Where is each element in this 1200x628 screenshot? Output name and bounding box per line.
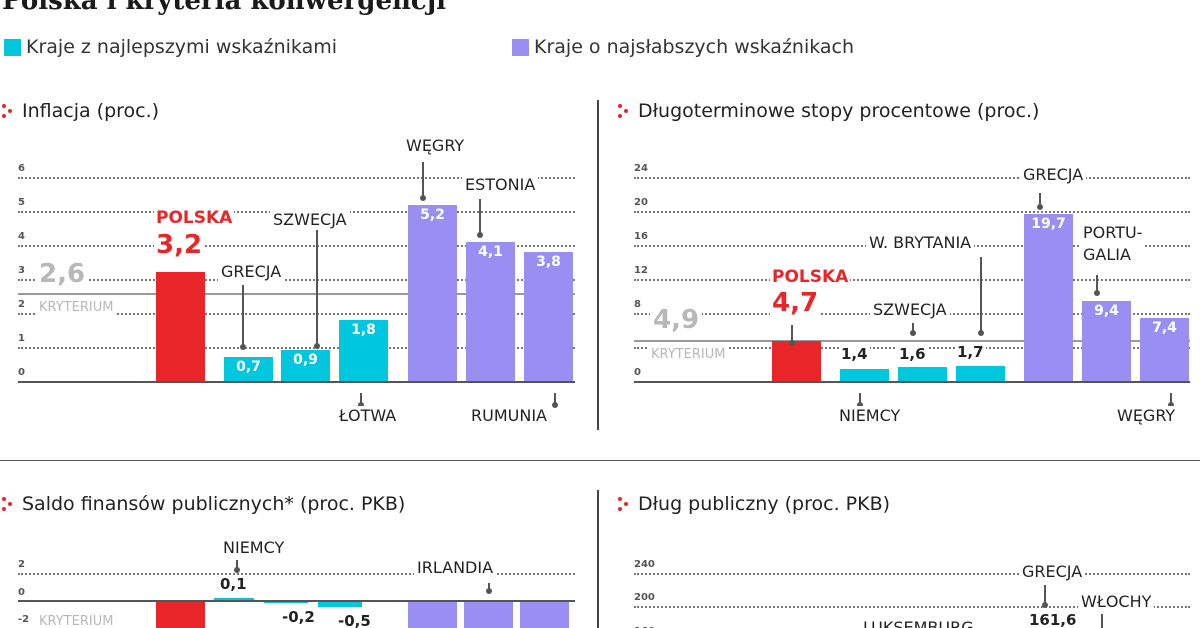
- bar-w-brytania: [956, 366, 1005, 381]
- bar-4: [408, 600, 457, 628]
- rates-title: Długoterminowe stopy procentowe (proc.): [618, 100, 1039, 122]
- bar-wegry: 7,4: [1140, 318, 1189, 381]
- legend-label-worst: Kraje o najsłabszych wskaźnikach: [534, 36, 855, 58]
- inflation-title: Inflacja (proc.): [2, 100, 159, 122]
- bar-grecja: 0,7: [224, 357, 273, 381]
- legend-worst: Kraje o najsłabszych wskaźnikach: [512, 36, 854, 58]
- bar-6: [520, 600, 569, 628]
- bar-poland: [156, 272, 205, 381]
- bar-irlandia: [464, 600, 513, 628]
- criterion-label: KRYTERIUM: [36, 300, 117, 315]
- bar-estonia: 4,1: [466, 242, 515, 381]
- vertical-divider-top: [597, 100, 599, 430]
- criterion-value: 4,9: [650, 305, 703, 335]
- bar-grecja: 19,7: [1024, 214, 1073, 381]
- criterion-label: KRYTERIUM: [648, 347, 729, 362]
- criterion-line: [18, 293, 575, 295]
- bullet-dots-icon: [618, 494, 630, 514]
- criterion-line: [634, 340, 1190, 342]
- balance-chart: 2 0 -2 KRYTERIUM 0,1 NIEMCY -0,2 -0,5 IR…: [18, 0, 575, 628]
- bar-szwecja: [898, 367, 947, 381]
- bar-3: [318, 600, 362, 607]
- inflation-chart: 6 5 4 3 2 1 0 2,6 KRYTERIUM POLSKA 3,2 0…: [18, 0, 575, 628]
- legend-swatch-best: [4, 38, 21, 56]
- debt-title: Dług publiczny (proc. PKB): [618, 493, 890, 515]
- debt-chart: 240 200 160 GRECJA 161,6 WŁOCHY LUKSEMBU…: [634, 0, 1190, 628]
- criterion-value: 2,6: [36, 259, 89, 289]
- bar-portugalia: 9,4: [1082, 301, 1131, 381]
- bar-niemcy: [840, 369, 889, 381]
- legend-label-best: Kraje z najlepszymi wskaźnikami: [26, 36, 338, 58]
- legend-swatch-worst: [512, 38, 529, 56]
- bar-szwecja: 0,9: [281, 350, 330, 381]
- balance-title: Saldo finansów publicznych* (proc. PKB): [2, 493, 405, 515]
- bullet-dots-icon: [618, 101, 630, 121]
- bar-niemcy: [214, 598, 254, 601]
- bar-wegry: 5,2: [408, 205, 457, 381]
- bar-poland: [772, 341, 821, 381]
- bar-lotwa: 1,8: [339, 320, 388, 381]
- bullet-dots-icon: [2, 101, 14, 121]
- bar-rumunia: 3,8: [524, 252, 573, 381]
- bar-poland: [156, 600, 205, 628]
- horizontal-divider: [0, 460, 1200, 461]
- bullet-dots-icon: [2, 494, 14, 514]
- legend-best: Kraje z najlepszymi wskaźnikami: [4, 36, 337, 58]
- vertical-divider-bottom: [597, 490, 599, 628]
- rates-chart: 24 20 16 12 8 0 4,9 KRYTERIUM POLSKA 4,7…: [634, 0, 1190, 628]
- page-title: Polska i kryteria konwergencji: [2, 0, 447, 16]
